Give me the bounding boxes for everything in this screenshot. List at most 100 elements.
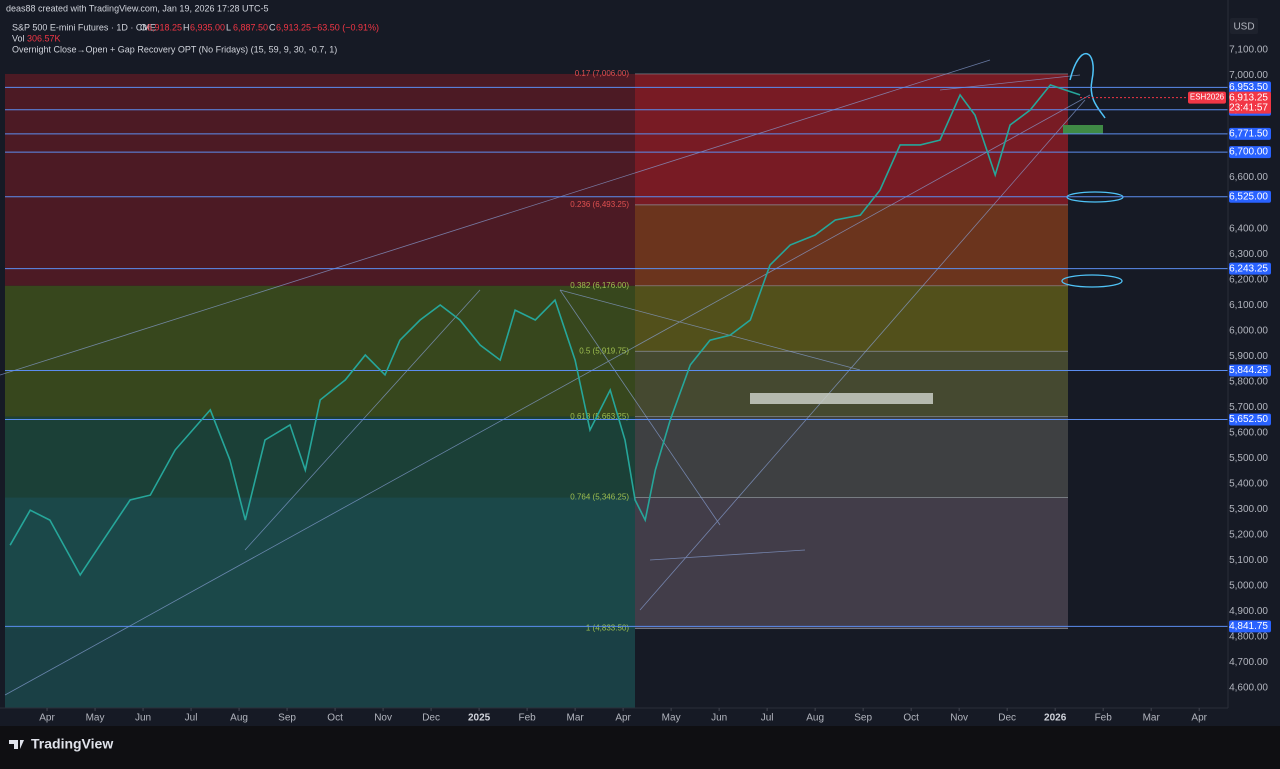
trend-line <box>559 289 861 371</box>
fib-zone <box>5 73 635 286</box>
level-label: 5,844.25 <box>1229 365 1268 376</box>
fib-zone <box>5 497 635 708</box>
last-price-name: ESH2026 <box>1190 93 1225 102</box>
y-tick-label: 4,600.00 <box>1229 683 1268 694</box>
level-label: 6,700.00 <box>1229 147 1268 158</box>
drawing <box>1069 53 1106 119</box>
currency-box <box>1230 18 1258 34</box>
x-tick-label: Jun <box>135 713 151 724</box>
x-tick-label: Aug <box>230 713 248 724</box>
x-tick-label: Nov <box>950 713 968 724</box>
ohlc-key: H <box>183 22 190 32</box>
fib-zone <box>635 73 1068 205</box>
trend-line <box>559 289 721 526</box>
y-tick-label: 5,100.00 <box>1229 555 1268 566</box>
indicator: Overnight Close→Open + Gap Recovery OPT … <box>12 44 337 54</box>
x-tick-label: Dec <box>422 713 440 724</box>
plot: 0.17 (7,006.00) 0.236 (6,493.25) 0.382 (6,… <box>5 69 1228 633</box>
fib-zone <box>635 285 1068 352</box>
level-label: 4,841.75 <box>1229 621 1268 632</box>
x-tick-label: Feb <box>1095 713 1113 724</box>
y-tick-label: 7,100.00 <box>1229 45 1268 56</box>
countdown: 23:41:57 <box>1229 102 1268 113</box>
fib-zone <box>635 204 1068 286</box>
y-tick-label: 5,000.00 <box>1229 581 1268 592</box>
level-box <box>1229 81 1271 94</box>
x-tick-label: Nov <box>374 713 392 724</box>
credit: deas88 created with TradingView.com, Jan… <box>6 3 269 13</box>
ohlc-value: 6,918.25 <box>147 22 182 32</box>
x-tick-label: Jun <box>711 713 727 724</box>
fib-zone <box>635 351 1068 417</box>
ohlc-key: C <box>269 22 276 32</box>
x-tick-label: Apr <box>1191 713 1207 724</box>
fib-zone <box>5 285 635 417</box>
fib-zone <box>635 416 1068 498</box>
fib-label: 0.17 (7,006.00) <box>575 69 630 78</box>
y-tick-label: 5,700.00 <box>1229 402 1268 413</box>
ohlc: O 6,918.25 H 6,935.00 L 6,887.50 C 6,913.25 −63.… <box>140 22 379 32</box>
level-box <box>1229 364 1271 377</box>
last-price-label: 6,913.25 <box>1229 92 1268 103</box>
trend-line <box>0 59 991 376</box>
x-tick-label: Jul <box>761 713 774 724</box>
footer <box>0 726 1280 764</box>
x-tick-label: Sep <box>854 713 872 724</box>
level-box <box>1229 190 1271 203</box>
ohlc-value: 6,887.50 <box>233 22 268 32</box>
fib-zone <box>635 497 1068 629</box>
x-tick-label: Dec <box>998 713 1016 724</box>
y-tick-label: 6,200.00 <box>1229 274 1268 285</box>
y-tick-label: 6,100.00 <box>1229 300 1268 311</box>
trend-lines <box>0 59 1091 696</box>
ohlc-key: L <box>226 22 231 32</box>
price-line <box>9 83 1081 577</box>
ohlc-value: 6,935.00 <box>190 22 225 32</box>
y-tick-label: 5,600.00 <box>1229 427 1268 438</box>
fib-label: 0.5 (5,919.75) <box>579 346 629 355</box>
drawing <box>1061 274 1123 288</box>
y-tick-label: 5,400.00 <box>1229 479 1268 490</box>
last-price-name-box <box>1188 91 1226 104</box>
currency: USD <box>1233 22 1254 33</box>
trend-line <box>649 549 806 561</box>
volume-key: Vol <box>12 33 25 43</box>
y-tick-label: 4,700.00 <box>1229 657 1268 668</box>
y-tick-label: 4,900.00 <box>1229 606 1268 617</box>
x-tick-label: Apr <box>615 713 631 724</box>
zones <box>5 73 1068 708</box>
volume: 306.57K <box>27 33 61 43</box>
y-tick-label: 5,200.00 <box>1229 530 1268 541</box>
level-label: 6,525.00 <box>1229 191 1268 202</box>
level-label: 6,953.50 <box>1229 82 1268 93</box>
level-box <box>1229 146 1271 159</box>
x-tick-label: Mar <box>566 713 584 724</box>
fib-label: 0.382 (6,176.00) <box>570 281 629 290</box>
fib-label: 1 (4,833.50) <box>586 624 629 633</box>
x-tick-label: May <box>662 713 681 724</box>
highlight-box <box>750 393 933 404</box>
x-tick-label: Oct <box>327 713 343 724</box>
fib-label: 0.764 (5,346.25) <box>570 493 629 502</box>
trend-line <box>4 94 1091 696</box>
ohlc-value: 6,913.25 <box>276 22 311 32</box>
x-tick-label: Oct <box>903 713 919 724</box>
y-tick-label: 7,000.00 <box>1229 70 1268 81</box>
y-tick-label: 6,400.00 <box>1229 223 1268 234</box>
x-tick-label: May <box>86 713 105 724</box>
level-label: 5,652.50 <box>1229 414 1268 425</box>
change: −63.50 (−0.91%) <box>312 22 379 32</box>
trend-line <box>244 289 481 551</box>
level-label: 6,243.25 <box>1229 263 1268 274</box>
x-tick-label: Sep <box>278 713 296 724</box>
brand-logo <box>9 740 24 749</box>
y-tick-label: 5,900.00 <box>1229 351 1268 362</box>
x-tick-label: 2025 <box>468 713 491 724</box>
level-box <box>1229 262 1271 275</box>
level-box <box>1229 413 1271 426</box>
fib-label: 0.618 (5,663.25) <box>570 412 629 421</box>
highlight-box <box>1063 125 1103 134</box>
x-tick-label: Feb <box>518 713 536 724</box>
